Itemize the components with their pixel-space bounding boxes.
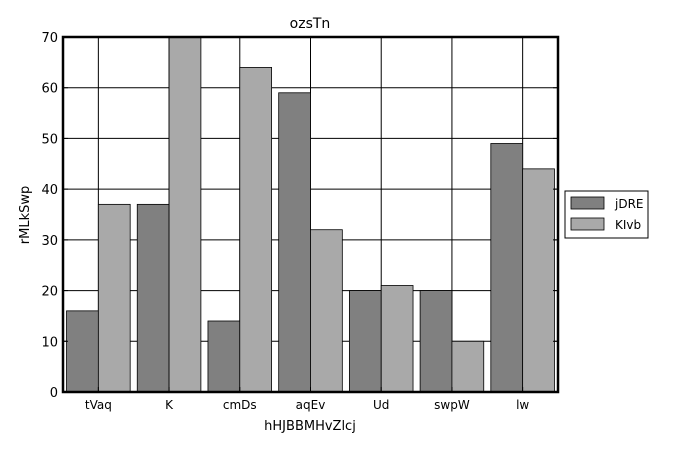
x-axis-label: hHJBBMHvZlcj [264, 419, 356, 434]
bar-KIvb-cmDs [239, 67, 273, 393]
bar-jDRE-cmDs [207, 320, 241, 393]
bar-jDRE-Ud [348, 290, 382, 393]
legend-label: jDRE [614, 197, 644, 211]
bar-KIvb-K [168, 36, 202, 393]
chart-title: ozsTn [290, 16, 331, 32]
y-tick-label: 10 [41, 335, 58, 350]
bars [66, 36, 555, 393]
legend-label: KIvb [615, 218, 641, 232]
x-tick-label: swpW [434, 398, 470, 412]
y-tick-label: 40 [41, 183, 58, 198]
x-tick-label: tVaq [85, 398, 112, 412]
bar-jDRE-aqEv [278, 92, 311, 393]
bar-KIvb-aqEv [310, 229, 343, 393]
bar-KIvb-tVaq [97, 203, 131, 393]
bar-KIvb-Ud [380, 285, 414, 393]
bar-KIvb-lw [522, 168, 555, 393]
bar-jDRE-swpW [419, 290, 453, 393]
y-tick-label: 50 [41, 132, 58, 147]
legend-swatch [570, 217, 605, 231]
x-tick-label: aqEv [296, 398, 326, 412]
y-tick-label: 60 [41, 82, 58, 97]
bar-jDRE-K [136, 203, 170, 393]
legend-swatch [570, 196, 605, 210]
x-tick-label: Ud [373, 398, 389, 412]
bar-jDRE-lw [490, 143, 524, 393]
bar-KIvb-swpW [451, 340, 485, 393]
bar-jDRE-tVaq [66, 310, 99, 393]
x-tick-label: lw [516, 398, 529, 412]
y-axis-label: rMLkSwp [18, 186, 33, 244]
y-tick-label: 30 [41, 234, 58, 249]
x-tick-label: K [165, 398, 174, 412]
y-tick-label: 20 [41, 285, 58, 300]
y-tick-label: 70 [41, 31, 58, 46]
y-tick-label: 0 [50, 386, 58, 401]
x-tick-label: cmDs [223, 398, 257, 412]
legend: jDRE KIvb [564, 190, 649, 239]
